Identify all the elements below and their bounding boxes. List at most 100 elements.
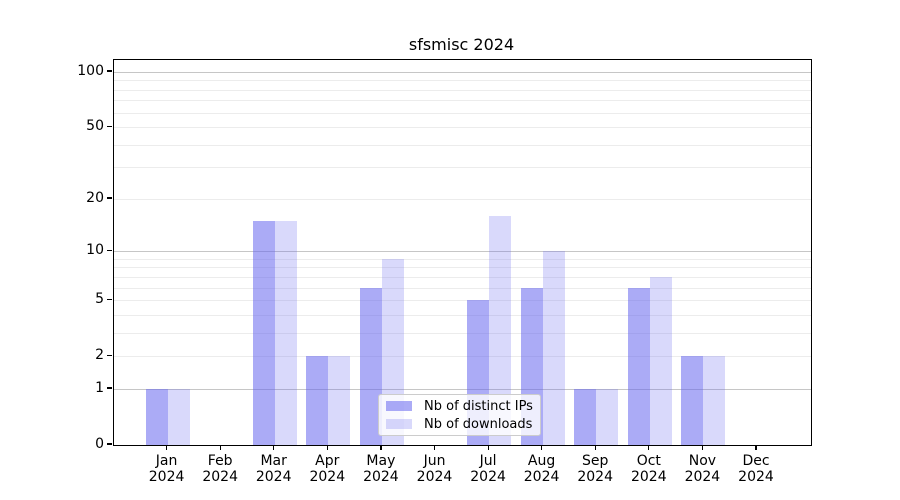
minor-gridline — [114, 267, 811, 269]
x-tick-year: 2024 — [470, 469, 506, 485]
x-tick-label: Dec 2024 — [729, 453, 783, 485]
legend-swatch-downloads-icon — [386, 419, 412, 429]
x-tick-month: Jun — [423, 453, 446, 469]
bar-downloads — [703, 356, 726, 445]
bar-downloads — [649, 276, 672, 445]
legend-label-downloads: Nb of downloads — [424, 416, 533, 432]
minor-gridline — [114, 144, 811, 146]
major-gridline — [114, 71, 811, 73]
minor-gridline — [114, 300, 811, 302]
x-tick-mark — [166, 445, 168, 451]
x-tick-label: Apr 2024 — [300, 453, 354, 485]
x-tick-label: Mar 2024 — [247, 453, 301, 485]
x-tick-year: 2024 — [738, 469, 774, 485]
bar-distinct-ips — [627, 287, 650, 445]
x-tick-month: May — [366, 453, 396, 469]
minor-gridline — [114, 198, 811, 200]
x-tick-mark — [487, 445, 489, 451]
x-tick-mark — [541, 445, 543, 451]
minor-gridline — [114, 127, 811, 129]
x-tick-label: Nov 2024 — [675, 453, 729, 485]
minor-gridline — [114, 167, 811, 169]
minor-gridline — [114, 332, 811, 334]
x-tick-mark — [219, 445, 221, 451]
x-tick-month: Aug — [527, 453, 556, 469]
y-tick-label: 20 — [86, 189, 104, 206]
x-tick-month: Dec — [742, 453, 770, 469]
x-tick-year: 2024 — [255, 469, 292, 485]
y-tick-mark — [107, 354, 112, 356]
y-tick-mark — [107, 387, 112, 389]
bar-distinct-ips — [145, 389, 168, 445]
y-tick-mark — [107, 125, 112, 127]
x-tick-year: 2024 — [523, 469, 560, 485]
plot-area — [113, 59, 812, 446]
x-tick-year: 2024 — [684, 469, 721, 485]
bar-downloads — [489, 215, 512, 445]
bar-distinct-ips — [359, 287, 382, 445]
y-tick-mark — [107, 298, 112, 300]
y-tick-label: 50 — [86, 118, 104, 135]
x-tick-label: Oct 2024 — [622, 453, 676, 485]
major-gridline — [114, 389, 811, 390]
bar-downloads — [167, 389, 190, 445]
y-tick-mark — [107, 70, 112, 72]
bar-downloads — [596, 389, 619, 445]
bar-distinct-ips — [306, 356, 329, 445]
y-tick-mark — [107, 197, 112, 199]
x-tick-label: May 2024 — [354, 453, 408, 485]
x-tick-mark — [326, 445, 328, 451]
minor-gridline — [114, 314, 811, 316]
x-tick-month: Oct — [636, 453, 661, 469]
legend-item-distinct-ips: Nb of distinct IPs — [379, 397, 540, 415]
y-tick-label: 100 — [77, 62, 104, 79]
x-tick-month: Feb — [207, 453, 233, 469]
legend-swatch-distinct-ips-icon — [386, 401, 412, 411]
x-tick-mark — [273, 445, 275, 451]
x-tick-label: Feb 2024 — [193, 453, 247, 485]
minor-gridline — [114, 89, 811, 91]
legend: Nb of distinct IPs Nb of downloads — [378, 394, 541, 436]
x-tick-month: Jul — [479, 453, 497, 469]
y-tick-label: 2 — [95, 347, 104, 364]
bar-distinct-ips — [252, 220, 275, 445]
x-tick-label: Jan 2024 — [140, 453, 194, 485]
x-tick-year: 2024 — [416, 469, 453, 485]
x-tick-month: Apr — [315, 453, 340, 469]
x-tick-year: 2024 — [202, 469, 238, 485]
minor-gridline — [114, 356, 811, 358]
x-tick-mark — [594, 445, 596, 451]
x-tick-year: 2024 — [148, 469, 185, 485]
bar-distinct-ips — [681, 356, 704, 445]
y-tick-label: 10 — [86, 242, 104, 259]
x-tick-label: Aug 2024 — [515, 453, 569, 485]
minor-gridline — [114, 287, 811, 289]
x-tick-year: 2024 — [577, 469, 613, 485]
y-tick-label: 1 — [95, 380, 104, 396]
minor-gridline — [114, 276, 811, 278]
x-tick-year: 2024 — [363, 469, 399, 485]
minor-gridline — [114, 80, 811, 82]
legend-label-distinct-ips: Nb of distinct IPs — [424, 398, 533, 414]
y-tick-mark — [107, 443, 112, 445]
x-tick-year: 2024 — [630, 469, 667, 485]
major-gridline — [114, 251, 811, 253]
x-tick-month: Sep — [581, 453, 609, 469]
minor-gridline — [114, 258, 811, 260]
x-tick-mark — [433, 445, 436, 451]
legend-item-downloads: Nb of downloads — [379, 415, 540, 433]
minor-gridline — [114, 112, 811, 114]
bar-distinct-ips — [574, 389, 597, 445]
x-tick-year: 2024 — [309, 469, 346, 485]
x-tick-month: Nov — [688, 453, 717, 469]
x-tick-label: Jun 2024 — [408, 453, 462, 485]
bar-downloads — [328, 356, 351, 445]
x-tick-mark — [648, 445, 650, 451]
y-tick-label: 0 — [95, 436, 104, 452]
bar-downloads — [542, 251, 565, 445]
x-tick-mark — [701, 445, 704, 451]
x-tick-month: Mar — [260, 453, 287, 469]
y-tick-label: 5 — [95, 291, 104, 308]
minor-gridline — [114, 100, 811, 102]
